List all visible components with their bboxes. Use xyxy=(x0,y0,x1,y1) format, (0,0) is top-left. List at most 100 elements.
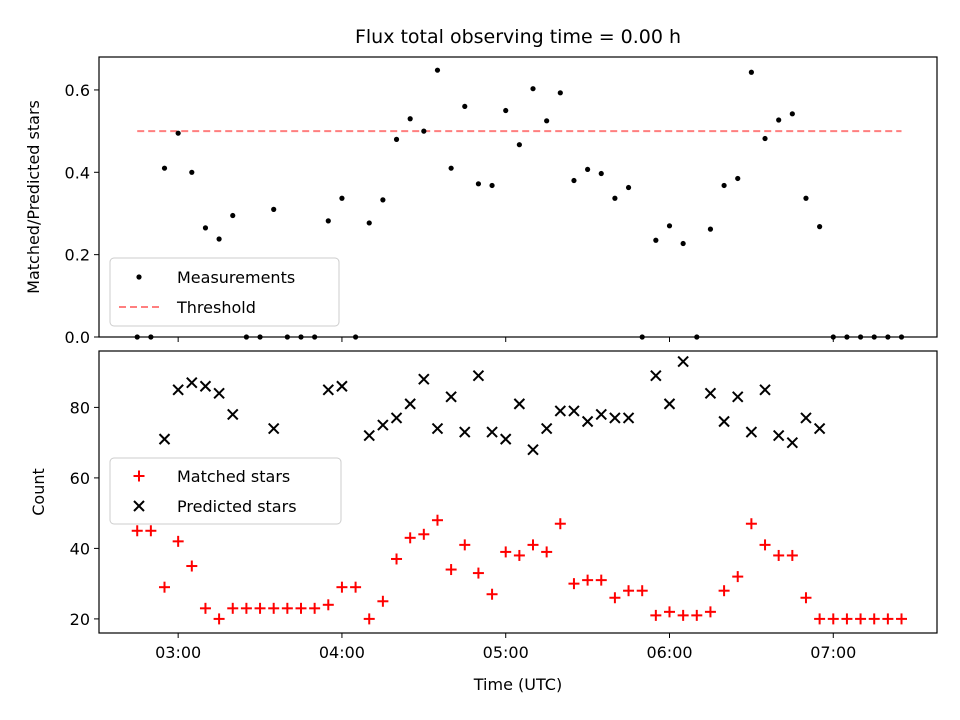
predicted-star-point xyxy=(663,398,676,410)
measurement-point xyxy=(625,184,632,191)
matched-star-point xyxy=(663,606,675,618)
matched-star-point xyxy=(568,578,580,590)
matched-star-point xyxy=(322,599,334,611)
matched-star-point xyxy=(582,574,594,586)
predicted-star-point xyxy=(213,387,225,400)
bottom-y-tick-label: 80 xyxy=(70,398,90,417)
matched-star-point xyxy=(882,613,894,625)
predicted-star-point xyxy=(404,398,416,410)
predicted-star-point xyxy=(472,369,485,382)
predicted-star-point xyxy=(581,415,594,428)
matched-star-point xyxy=(159,581,171,593)
matched-star-point xyxy=(745,518,757,530)
matched-star-point xyxy=(391,553,403,565)
measurement-point xyxy=(803,195,809,201)
measurement-point xyxy=(352,334,359,340)
predicted-star-point xyxy=(336,380,348,392)
bottom-x-tick-label: 07:00 xyxy=(810,643,856,662)
measurement-point xyxy=(243,334,250,340)
measurement-point xyxy=(216,236,222,242)
measurement-point xyxy=(762,135,768,142)
matched-star-point xyxy=(295,602,307,614)
matched-star-point xyxy=(773,549,785,561)
measurement-point xyxy=(462,103,468,110)
measurement-point xyxy=(148,334,154,340)
measurement-point xyxy=(544,118,550,124)
predicted-star-point xyxy=(445,391,457,403)
measurement-point xyxy=(230,212,236,219)
measurement-point xyxy=(598,170,604,177)
measurement-point xyxy=(271,206,277,212)
matched-star-point xyxy=(486,588,498,600)
bottom-y-tick-label: 60 xyxy=(70,469,90,488)
matched-star-point xyxy=(459,539,471,551)
matched-star-point xyxy=(240,602,252,614)
measurement-point xyxy=(789,111,795,117)
predicted-star-point xyxy=(486,426,498,438)
matched-star-point xyxy=(513,549,525,561)
legend-matched-marker xyxy=(133,470,145,482)
matched-star-point xyxy=(691,609,703,621)
matched-star-point xyxy=(363,613,375,625)
measurement-point xyxy=(898,334,905,340)
measurement-point xyxy=(475,181,482,187)
legend-frame xyxy=(109,457,342,525)
predicted-star-point xyxy=(527,443,539,456)
predicted-star-point xyxy=(186,377,198,389)
predicted-star-point xyxy=(622,412,635,424)
predicted-star-point xyxy=(172,384,184,396)
matched-star-point xyxy=(268,602,280,614)
measurement-point xyxy=(530,86,536,92)
predicted-star-point xyxy=(418,373,430,385)
predicted-star-point xyxy=(732,391,744,403)
measurement-point xyxy=(776,117,782,123)
predicted-star-point xyxy=(199,380,212,392)
predicted-star-point xyxy=(677,355,689,368)
measurement-point xyxy=(612,195,618,201)
matched-star-point xyxy=(636,585,648,597)
legend-frame xyxy=(109,257,340,327)
matched-star-point xyxy=(445,564,457,576)
matched-star-point xyxy=(145,525,157,537)
predicted-star-point xyxy=(431,422,444,435)
matched-star-point xyxy=(896,613,908,625)
predicted-star-point xyxy=(513,398,526,410)
matched-star-point xyxy=(186,560,198,572)
measurement-point xyxy=(680,240,686,247)
matched-star-point xyxy=(732,571,744,583)
predicted-star-point xyxy=(554,405,567,417)
bottom-x-tick-label: 04:00 xyxy=(319,643,365,662)
predicted-star-point xyxy=(786,436,799,449)
measurement-point xyxy=(707,226,714,232)
predicted-star-point xyxy=(322,384,334,396)
predicted-star-point xyxy=(718,415,730,428)
bottom-y-tick-label: 40 xyxy=(70,539,90,558)
measurement-point xyxy=(380,197,386,203)
bottom-legend: Matched stars Predicted stars xyxy=(109,457,342,525)
measurement-point xyxy=(666,223,673,229)
predicted-star-point xyxy=(704,387,717,400)
legend-predicted-marker xyxy=(133,500,145,512)
measurement-point xyxy=(830,334,836,340)
measurement-point xyxy=(489,182,495,189)
measurement-point xyxy=(202,225,209,231)
measurement-point xyxy=(653,237,659,243)
matched-star-point xyxy=(718,585,730,597)
matched-star-point xyxy=(868,613,880,625)
matched-star-point xyxy=(814,613,826,625)
measurement-point xyxy=(339,195,345,201)
top-legend: Measurements Threshold xyxy=(109,257,340,327)
measurement-point xyxy=(817,224,823,230)
matched-star-point xyxy=(404,532,416,544)
matched-star-point xyxy=(377,595,389,607)
matched-star-point xyxy=(786,549,798,561)
matched-star-point xyxy=(704,606,716,618)
matched-star-point xyxy=(527,539,539,551)
matched-star-point xyxy=(199,602,211,614)
measurement-point xyxy=(189,169,195,175)
predicted-star-point xyxy=(595,408,607,421)
measurement-point xyxy=(421,128,427,134)
measurement-point xyxy=(448,165,454,171)
predicted-star-point xyxy=(363,429,375,442)
